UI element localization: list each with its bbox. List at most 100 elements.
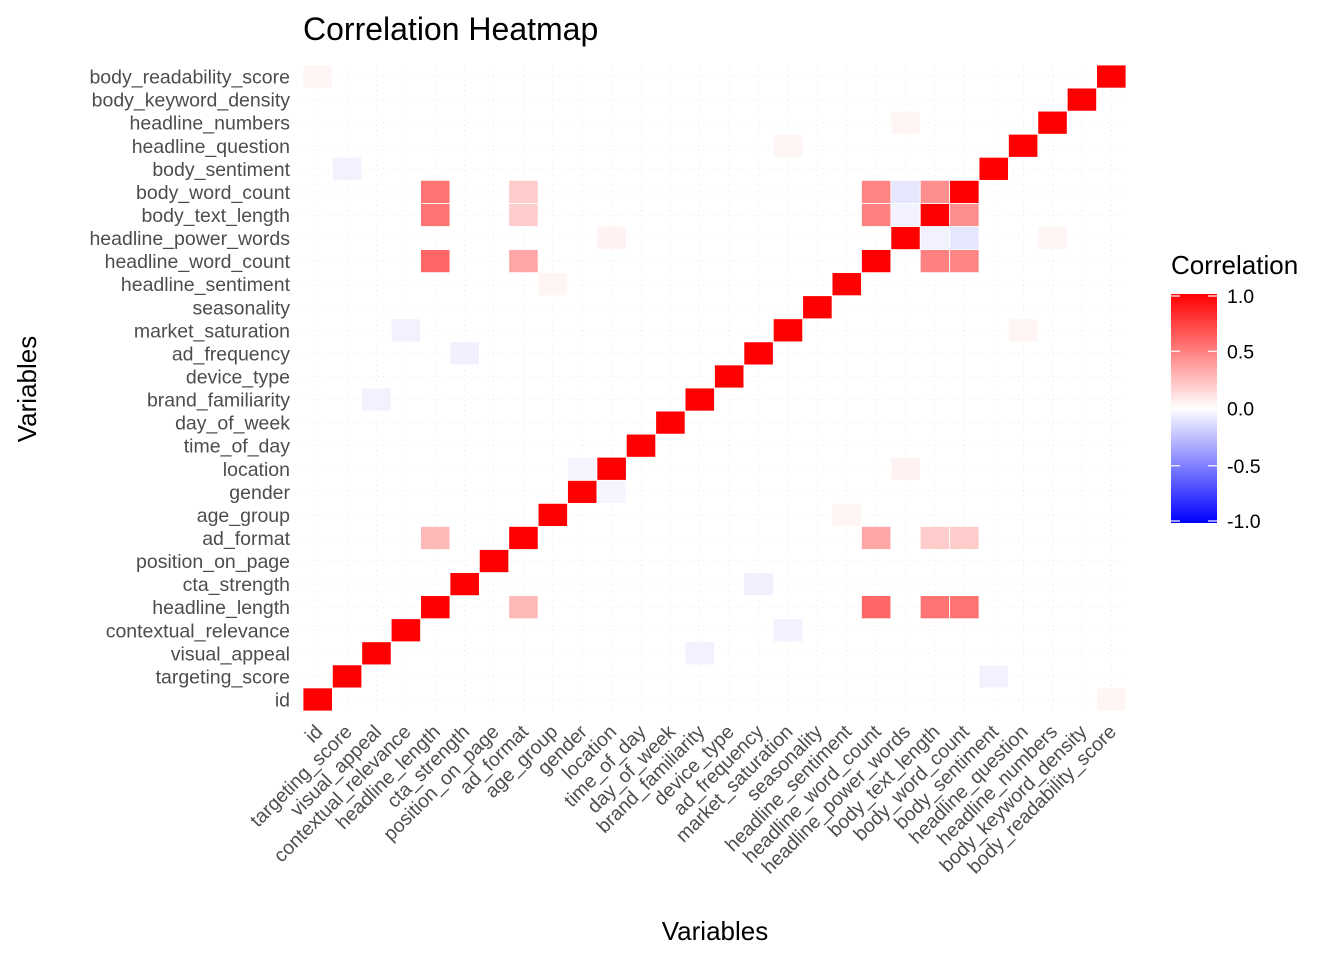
heatmap-cell <box>1037 110 1068 135</box>
y-tick-label: headline_question <box>132 136 290 158</box>
heatmap-cell <box>949 226 980 250</box>
heatmap-cell <box>478 549 510 573</box>
heatmap-cell <box>1008 133 1039 158</box>
heatmap-cell <box>743 341 774 366</box>
heatmap-cell <box>919 249 951 274</box>
heatmap-cell <box>331 664 363 689</box>
heatmap-cell <box>861 249 892 274</box>
heatmap-cell <box>861 595 892 620</box>
heatmap-cell <box>1096 687 1127 712</box>
grid-lines <box>303 65 1126 711</box>
heatmap-cell <box>302 64 333 89</box>
heatmap-cell <box>919 595 951 620</box>
heatmap-cell <box>361 641 392 666</box>
heatmap-cell <box>919 526 951 550</box>
y-tick-label: gender <box>229 482 290 504</box>
legend-tick-label: 1.0 <box>1227 286 1254 308</box>
heatmap-cell <box>537 502 568 527</box>
heatmap-cell <box>567 479 598 504</box>
heatmap-cell <box>684 641 715 666</box>
heatmap-cell <box>978 664 1009 689</box>
heatmap-cell <box>390 318 421 343</box>
heatmap-cell <box>772 133 804 158</box>
y-tick-label: headline_length <box>152 597 290 619</box>
y-tick-label: market_saturation <box>134 320 290 342</box>
y-tick-label: targeting_score <box>156 666 290 688</box>
heatmap-cell <box>1066 87 1098 112</box>
heatmap-cell <box>596 456 627 481</box>
y-tick-label: headline_word_count <box>105 251 291 273</box>
legend-ticks: 1.0 0.5 0.0 -0.5 -1.0 <box>1171 286 1261 533</box>
y-tick-label: headline_numbers <box>130 113 291 135</box>
heatmap-cell <box>861 203 892 227</box>
heatmap-cell <box>1037 226 1068 250</box>
y-tick-label: brand_familiarity <box>147 390 290 412</box>
heatmap-cell <box>508 179 539 204</box>
heatmap-cell <box>949 249 980 274</box>
y-tick-label: headline_power_words <box>89 228 290 250</box>
heatmap-cell <box>449 341 480 366</box>
heatmap-cell <box>949 595 980 620</box>
heatmap-cell <box>919 226 951 250</box>
y-tick-label: position_on_page <box>136 551 290 573</box>
heatmap-cell <box>890 203 921 227</box>
y-tick-label: time_of_day <box>184 436 290 458</box>
heatmap-cells <box>302 64 1127 712</box>
y-tick-label: body_readability_score <box>89 67 290 89</box>
y-tick-label: id <box>275 689 290 711</box>
heatmap-cell <box>861 526 892 550</box>
heatmap-cell <box>420 526 451 550</box>
x-axis-title: Variables <box>662 916 768 946</box>
heatmap-cell <box>420 179 451 204</box>
y-tick-label: body_keyword_density <box>92 90 291 112</box>
heatmap-cell <box>420 249 451 274</box>
heatmap-cell <box>449 572 480 597</box>
heatmap-cell <box>831 502 862 527</box>
heatmap-cell <box>919 203 951 227</box>
legend-tick-label: -1.0 <box>1227 511 1261 533</box>
heatmap-cell <box>508 526 539 550</box>
heatmap-cell <box>331 156 363 181</box>
heatmap-cell <box>567 456 598 481</box>
legend-title: Correlation <box>1171 250 1298 280</box>
heatmap-cell <box>831 272 862 297</box>
y-tick-label: location <box>223 459 290 481</box>
heatmap-cell <box>508 203 539 227</box>
heatmap-cell <box>390 618 421 643</box>
heatmap-cell <box>714 364 745 389</box>
y-tick-label: day_of_week <box>175 413 290 435</box>
heatmap-cell <box>743 572 774 597</box>
heatmap-cell <box>1096 64 1127 89</box>
heatmap-cell <box>625 433 657 458</box>
heatmap-cell <box>508 249 539 274</box>
y-tick-label: cta_strength <box>183 574 290 596</box>
heatmap-cell <box>890 110 921 135</box>
heatmap-cell <box>772 618 804 643</box>
heatmap-cell <box>596 479 627 504</box>
heatmap-cell <box>949 203 980 227</box>
heatmap-cell <box>655 410 686 435</box>
y-tick-label: body_word_count <box>136 182 291 204</box>
x-tick-labels: idtargeting_scorevisual_appealcontextual… <box>246 721 1121 879</box>
heatmap-cell <box>684 387 715 412</box>
heatmap-cell <box>1008 318 1039 343</box>
y-tick-label: body_sentiment <box>152 159 290 181</box>
legend-tick-label: 0.5 <box>1227 341 1254 363</box>
heatmap-cell <box>508 595 539 620</box>
heatmap-cell <box>420 595 451 620</box>
heatmap-cell <box>890 226 921 250</box>
y-tick-label: age_group <box>197 505 290 527</box>
heatmap-cell <box>890 456 921 481</box>
heatmap-cell <box>420 203 451 227</box>
heatmap-cell <box>302 687 333 712</box>
y-tick-label: visual_appeal <box>171 643 290 665</box>
heatmap-cell <box>361 387 392 412</box>
heatmap-cell <box>772 318 804 343</box>
heatmap-cell <box>978 156 1009 181</box>
y-tick-label: device_type <box>186 366 290 388</box>
y-tick-label: seasonality <box>192 297 290 319</box>
y-tick-label: ad_frequency <box>172 343 290 365</box>
heatmap-cell <box>919 179 951 204</box>
heatmap-cell <box>861 179 892 204</box>
